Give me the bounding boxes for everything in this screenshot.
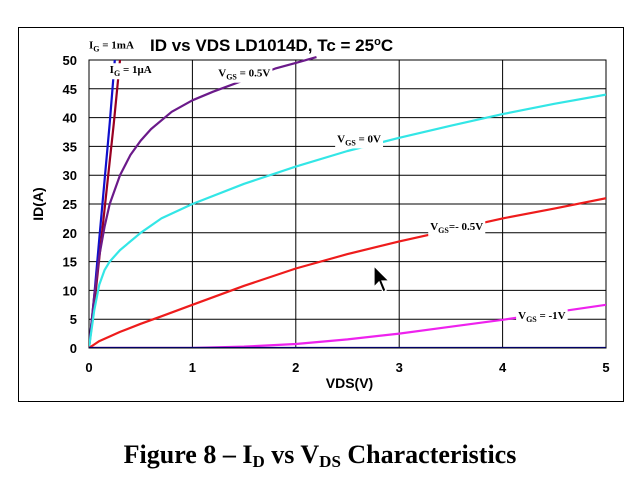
series-label-bg	[428, 219, 486, 236]
y-tick-label: 0	[70, 341, 77, 356]
y-tick-label: 50	[63, 53, 77, 68]
caption-sub-d: D	[252, 452, 265, 471]
series-label-vgs_0: VGS = 0V	[337, 133, 381, 147]
y-tick-label: 20	[63, 226, 77, 241]
series-label-vgs_m05: VGS=- 0.5V	[430, 221, 483, 235]
x-tick-label: 2	[292, 360, 299, 375]
series-label-vgs_p05: VGS = 0.5V	[218, 68, 270, 82]
x-tick-label: 0	[85, 360, 92, 375]
chart-title: ID vs VDS LD1014D, Tc = 25oC	[150, 36, 393, 55]
x-tick-label: 3	[396, 360, 403, 375]
y-tick-label: 15	[63, 255, 77, 270]
series-label-vgs_m1: VGS = -1V	[518, 310, 566, 324]
y-tick-label: 45	[63, 82, 77, 97]
x-tick-label: 1	[189, 360, 196, 375]
series-label-bg	[516, 309, 568, 326]
caption-main: Figure 8 – I	[123, 440, 253, 469]
series-label-bg	[87, 38, 136, 55]
series-label-ig1ua: IG = 1μA	[110, 64, 152, 78]
y-tick-label: 35	[63, 139, 77, 154]
y-tick-label: 25	[63, 197, 77, 212]
series-line-vgs_m05	[89, 197, 606, 348]
caption-mid: vs V	[264, 440, 320, 469]
x-axis-label: VDS(V)	[326, 375, 373, 391]
series-line-vgs_p05	[89, 56, 317, 348]
series-label-bg	[335, 132, 384, 149]
y-tick-label: 40	[63, 111, 77, 126]
series-label-ig1ma: IG = 1mA	[89, 39, 134, 53]
caption-sub-ds: DS	[319, 452, 341, 471]
x-tick-label: 4	[499, 360, 507, 375]
series-label-bg	[216, 66, 273, 83]
y-tick-label: 30	[63, 168, 77, 183]
y-tick-label: 10	[63, 283, 77, 298]
caption-tail: Characteristics	[340, 440, 517, 469]
y-axis-label: ID(A)	[30, 187, 46, 220]
figure-caption: Figure 8 – ID vs VDS Characteristics	[0, 440, 640, 472]
x-tick-label: 5	[602, 360, 609, 375]
mouse-pointer-icon	[373, 265, 391, 293]
series-label-bg	[107, 63, 154, 80]
y-tick-label: 5	[70, 312, 77, 327]
series-line-vgs_0	[89, 93, 606, 348]
